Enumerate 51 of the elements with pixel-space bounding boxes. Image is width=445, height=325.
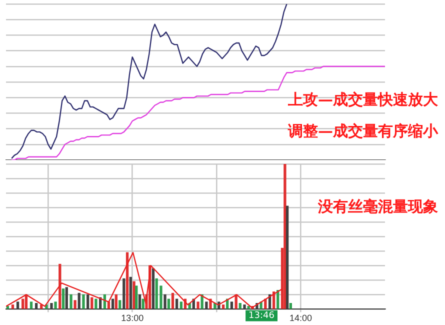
bar [230,302,234,309]
bar [200,294,204,309]
x-tick-label: 14:00 [290,313,312,324]
bar [86,294,90,309]
bar [65,287,68,309]
bar [94,298,98,309]
bar [205,302,208,309]
annotation: 13:46 [248,311,275,322]
bar [142,298,144,309]
annotation: 上攻—成交量快速放大 [287,90,439,109]
annotation: 没有丝毫混量现象 [317,197,438,216]
bar [16,302,20,309]
bar [82,294,85,309]
bar [222,304,225,309]
bar [152,268,155,309]
bar [54,302,57,309]
bar [70,294,72,309]
bar [114,294,118,309]
bar [132,281,136,309]
bar [171,292,174,309]
bar [243,304,246,309]
bar [126,252,129,309]
bar [118,300,122,309]
x-tick-label: 13:00 [121,313,144,324]
bar [180,302,183,309]
bar [78,292,80,309]
annotation: 调整—成交量有序缩小 [287,122,439,140]
bar [247,306,250,309]
bar [167,298,170,309]
bar [34,303,38,309]
bar [90,297,94,309]
bar [175,298,178,309]
bar [111,298,114,309]
bar [289,303,292,309]
bar [138,294,142,309]
bar [22,298,24,309]
bar [238,303,242,309]
bar [58,264,62,309]
bar [62,288,65,309]
bar [135,286,138,309]
bar [196,302,200,309]
bar [164,294,166,309]
bar [11,304,14,309]
bar [284,164,286,309]
bar [74,300,76,309]
bar [6,306,10,309]
bar [122,278,126,309]
bar [50,303,53,309]
bar [30,302,33,309]
bar [286,206,289,309]
bar [129,276,132,309]
